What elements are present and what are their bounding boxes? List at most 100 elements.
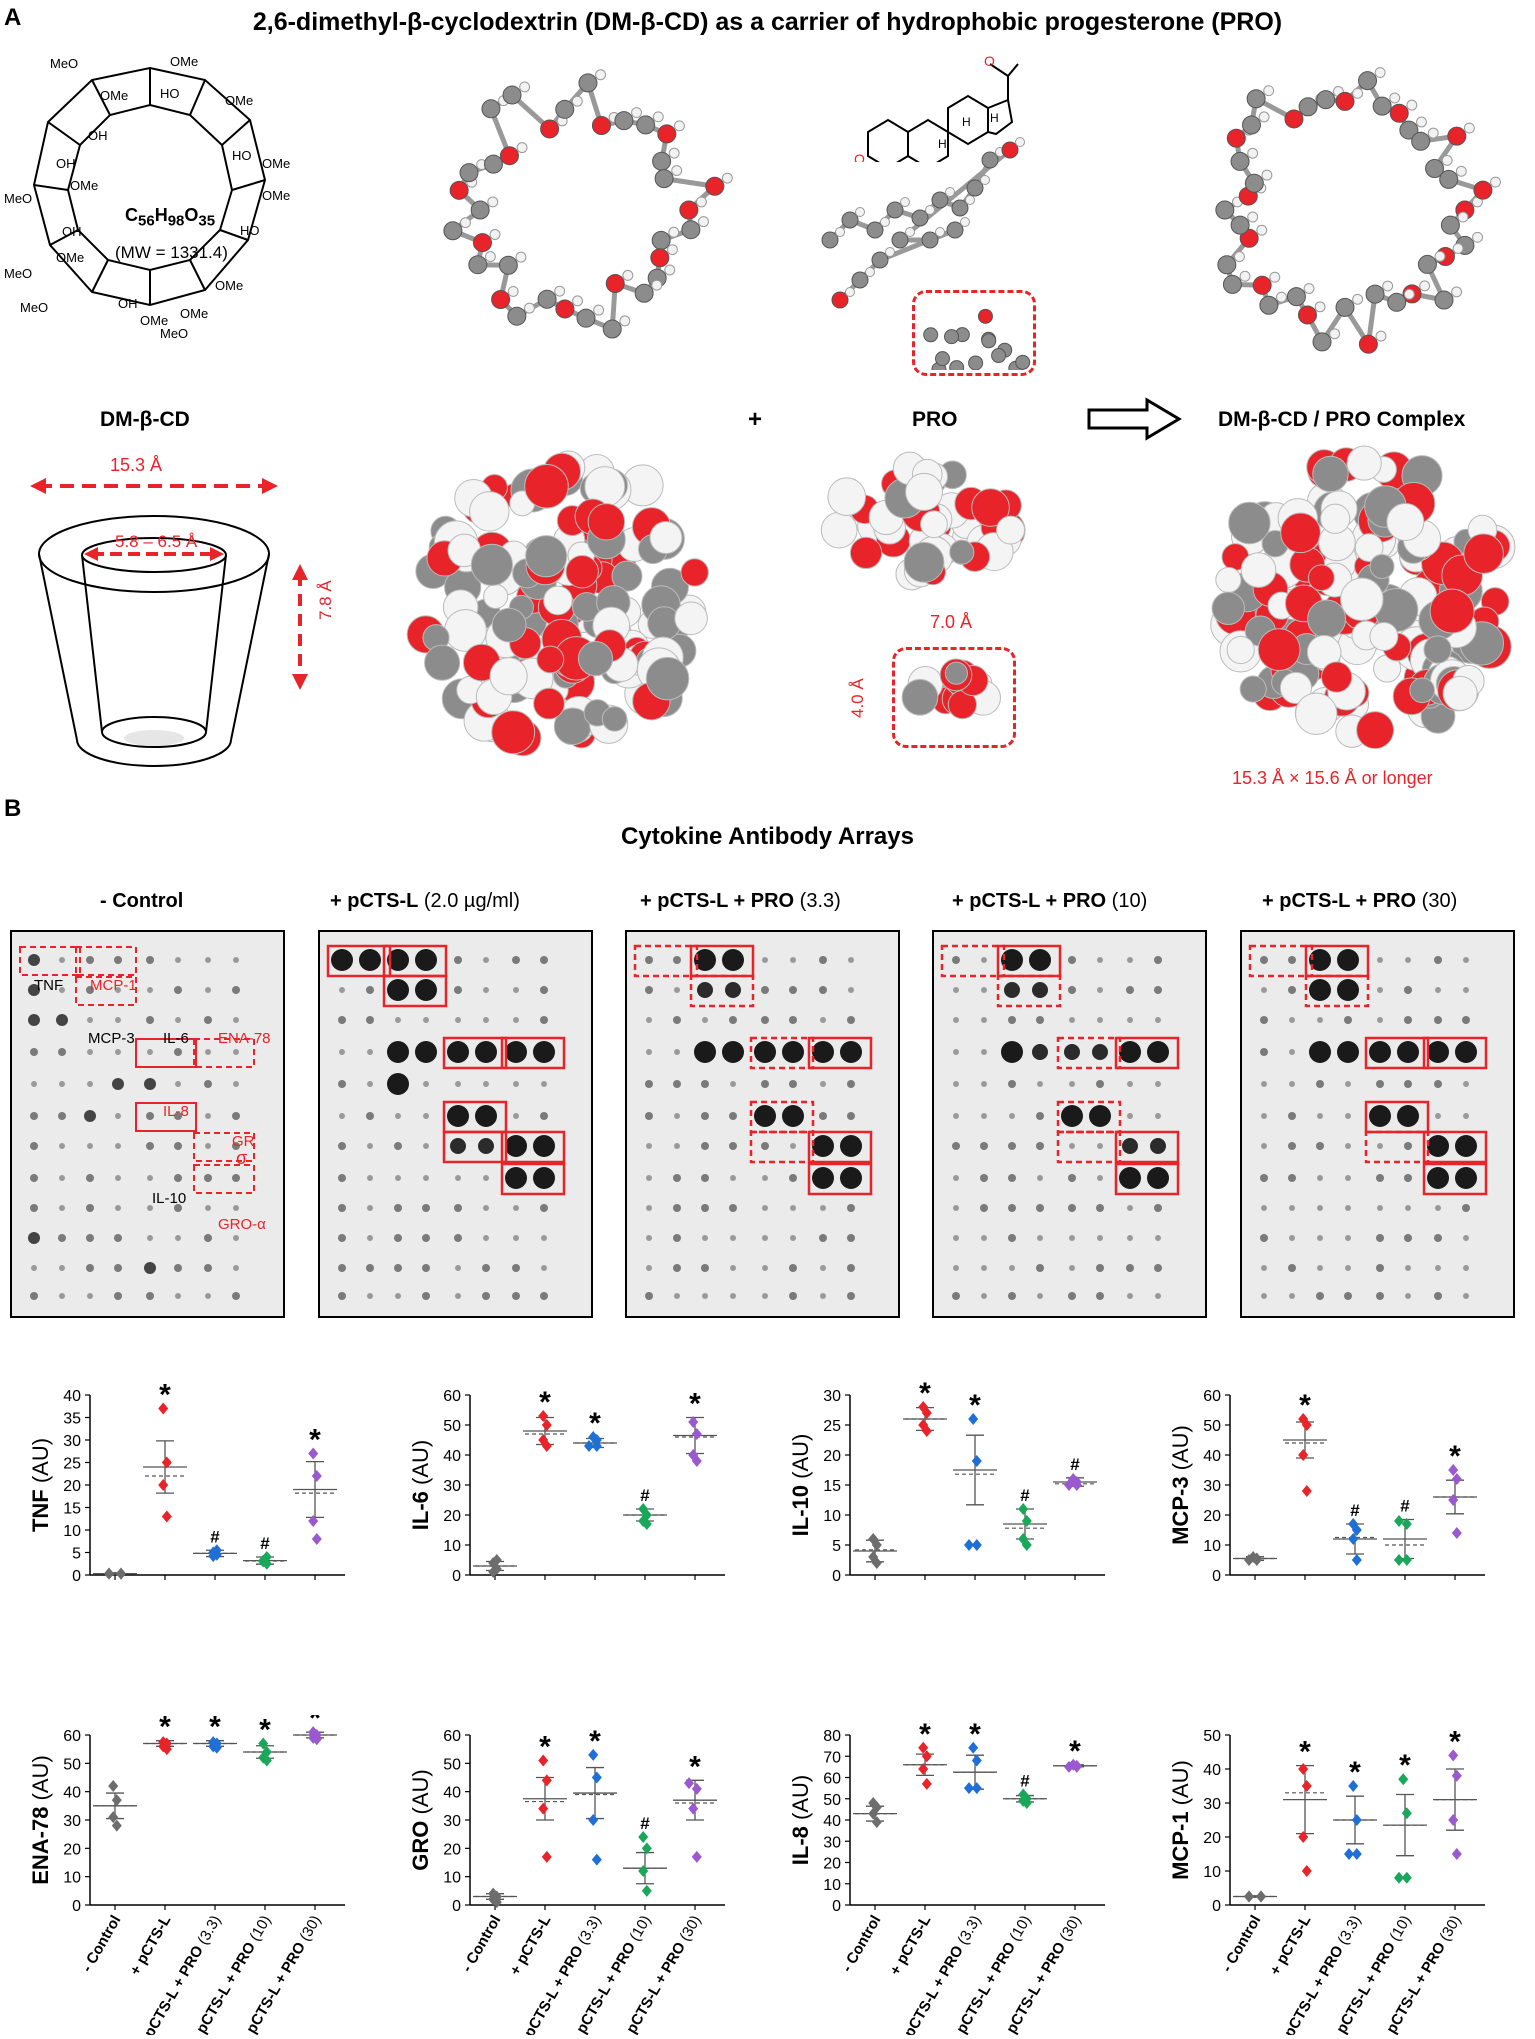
struct-label: OH <box>88 128 108 143</box>
atom-sphere <box>525 535 568 578</box>
array-spot <box>1061 1105 1083 1127</box>
atom <box>507 306 527 326</box>
atom <box>491 290 511 310</box>
array-spot <box>646 1265 652 1271</box>
array-spot <box>674 1293 680 1299</box>
y-tick-label: 40 <box>1203 1448 1221 1465</box>
y-tick-label: 50 <box>1203 1728 1221 1745</box>
array-spot <box>673 956 681 964</box>
array-spot <box>233 957 239 963</box>
data-point <box>971 1754 982 1767</box>
antibody-array-pro-30 <box>1240 930 1515 1318</box>
data-point <box>1451 1848 1462 1860</box>
data-point <box>1394 1515 1404 1527</box>
array-spot <box>1127 957 1133 963</box>
array-spot <box>59 957 65 963</box>
data-point <box>868 1807 879 1820</box>
array-spot <box>540 986 548 994</box>
array-spot <box>422 1292 430 1300</box>
atom <box>1252 275 1272 295</box>
spot-highlight-box <box>135 1102 197 1132</box>
array-spot <box>1377 1143 1383 1149</box>
data-point <box>261 1551 272 1563</box>
y-axis-label-unit: (AU) <box>1168 1425 1193 1470</box>
y-tick-label: 40 <box>1203 1762 1221 1779</box>
array-spot <box>338 1080 346 1088</box>
data-point <box>691 1782 702 1795</box>
atom <box>537 289 557 309</box>
array-spot <box>725 982 741 998</box>
array-spot <box>1455 1041 1477 1063</box>
array-spot <box>338 1264 346 1272</box>
data-point <box>1298 1449 1309 1461</box>
category-dose: (3.3) <box>1332 1913 1364 1952</box>
array-spot <box>1345 1113 1351 1119</box>
array-spot <box>1405 1293 1411 1299</box>
array-spot <box>790 1205 796 1211</box>
y-axis-label-name: MCP-1 <box>1168 1805 1193 1880</box>
array-spot <box>729 1112 737 1120</box>
array-spot <box>367 1235 373 1241</box>
array-spot <box>338 1234 346 1242</box>
array-spot <box>59 1265 65 1271</box>
array-spot <box>1345 1235 1351 1241</box>
array-spot <box>1397 1105 1419 1127</box>
spot-highlight-box <box>326 944 392 978</box>
hydrogen-atom <box>835 227 845 237</box>
array-spot <box>1260 1016 1268 1024</box>
spot-highlight-box <box>1114 1162 1180 1196</box>
array-spot <box>980 1142 988 1150</box>
array-spot <box>1008 1080 1016 1088</box>
array-spot <box>1032 1044 1048 1060</box>
category-dose: (3.3) <box>952 1913 984 1952</box>
data-point <box>258 1737 269 1750</box>
significance-star: * <box>309 1715 321 1735</box>
array-spot <box>1261 1205 1267 1211</box>
array-spot <box>86 1234 94 1242</box>
array-spot <box>701 1204 709 1212</box>
atom-sphere <box>971 488 1010 527</box>
array-spot <box>115 1049 121 1055</box>
data-point <box>584 1440 594 1452</box>
y-axis-label-unit: (AU) <box>408 1769 433 1814</box>
array-spot <box>1126 986 1134 994</box>
data-point <box>1451 1769 1462 1782</box>
array-spot <box>847 1112 855 1120</box>
atom <box>1297 305 1317 325</box>
struct-label: OMe <box>262 156 290 171</box>
array-spot <box>447 1041 469 1063</box>
dim-outer-label: 15.3 Å <box>110 455 163 475</box>
data-point <box>1348 1533 1359 1545</box>
array-spot <box>1154 956 1162 964</box>
data-point <box>691 1428 702 1440</box>
array-spot <box>30 1292 38 1300</box>
data-point <box>691 1455 702 1467</box>
atom <box>1335 91 1355 111</box>
data-point <box>1301 1865 1312 1877</box>
spot-label-mcp3: MCP-3 <box>88 1030 135 1047</box>
array-spot <box>147 987 153 993</box>
array-spot <box>1317 1017 1323 1023</box>
data-point <box>971 1782 982 1795</box>
atom <box>657 124 677 144</box>
atom <box>443 221 463 241</box>
array-spot <box>204 1174 212 1182</box>
spot-highlight-box <box>940 944 1006 978</box>
array-spot <box>953 987 959 993</box>
array-spot <box>1317 1235 1323 1241</box>
atom <box>944 329 960 345</box>
array-spot <box>482 1292 490 1300</box>
array-title-pro-10: + pCTS-L + PRO (10) <box>952 890 1148 912</box>
hydrogen-atom <box>652 111 664 123</box>
scatter-plot-il8: 0 10 20 30 40 50 60 70 80 IL-8 (AU) * * # * - Control +… <box>788 1718 1105 2035</box>
array-spot <box>1288 1142 1296 1150</box>
array-spot <box>512 1264 520 1272</box>
array-spot <box>789 986 797 994</box>
array-spot <box>1009 1265 1015 1271</box>
array-spot <box>1427 1167 1449 1189</box>
array-spot <box>86 986 94 994</box>
array-spot <box>483 1175 489 1181</box>
hydrogen-atom <box>865 267 875 277</box>
data-point <box>1351 1524 1362 1536</box>
array-spot <box>1069 1081 1075 1087</box>
